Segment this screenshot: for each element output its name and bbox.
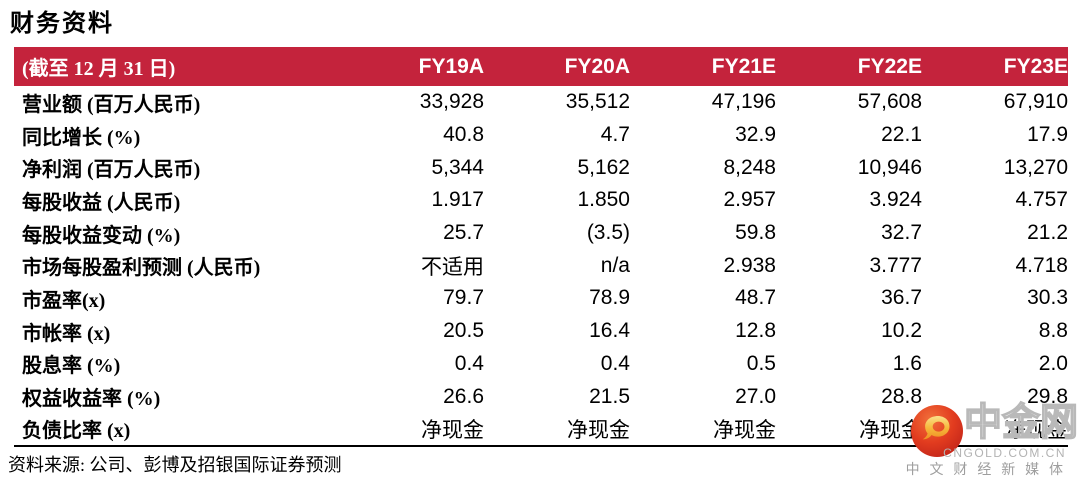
cell-value: 2.0: [1038, 351, 1068, 375]
cell-value: 净现金: [922, 412, 1068, 447]
cell-value: 13,270: [1003, 155, 1068, 179]
cell-value: 25.7: [443, 221, 484, 245]
cell-value: 3.924: [869, 188, 922, 212]
table-row: 股息率 (%) 0.4 0.4 0.5 1.6 2.0: [14, 348, 1068, 381]
cell-value: 21.2: [1027, 221, 1068, 245]
row-label: 同比增长 (%): [22, 126, 141, 149]
cell-value: 5,344: [431, 155, 484, 179]
cell-value: 12.8: [735, 319, 776, 343]
header-col-fy21e: FY21E: [711, 54, 776, 78]
cell-value: 0.4: [454, 351, 484, 375]
row-label: 每股收益 (人民币): [22, 191, 181, 214]
cell-value: 17.9: [1027, 123, 1068, 147]
table-header: (截至 12 月 31 日) FY19A FY20A FY21E FY22E F…: [14, 47, 1068, 86]
cell-value: 28.8: [881, 384, 922, 408]
cell-value: 10,946: [857, 155, 922, 179]
row-label: 每股收益变动 (%): [22, 224, 181, 247]
cell-value: 4.757: [1015, 188, 1068, 212]
cell-value: 20.5: [443, 319, 484, 343]
cell-value: n/a: [600, 253, 630, 277]
row-label: 市帐率 (x): [22, 322, 111, 345]
cell-value: 27.0: [735, 384, 776, 408]
watermark-tagline-text: 中 文 财 经 新 媒 体: [905, 461, 1066, 477]
row-label: 市场每股盈利预测 (人民币): [22, 257, 261, 280]
cell-value: 48.7: [735, 286, 776, 310]
cell-value: 0.4: [600, 351, 630, 375]
source-note: 资料来源: 公司、彭博及招银国际证券预测: [8, 455, 342, 475]
table-row: 净利润 (百万人民币) 5,344 5,162 8,248 10,946 13,270: [14, 151, 1068, 184]
table-row: 负债比率 (x) 净现金 净现金 净现金 净现金 净现金: [14, 412, 1068, 447]
cell-value: 32.9: [735, 123, 776, 147]
table-row: 市盈率(x) 79.7 78.9 48.7 36.7 30.3: [14, 282, 1068, 315]
cell-value: 净现金: [630, 412, 776, 447]
cell-value: 36.7: [881, 286, 922, 310]
row-label: 股息率 (%): [22, 355, 121, 378]
cell-value: 26.6: [443, 384, 484, 408]
table-row: 市场每股盈利预测 (人民币) 不适用 n/a 2.938 3.777 4.718: [14, 249, 1068, 282]
watermark-domain-text: CNGOLD.COM.CN: [943, 446, 1066, 460]
cell-value: 8.8: [1038, 319, 1068, 343]
cell-value: 2.957: [723, 188, 776, 212]
cell-value: 35,512: [565, 90, 630, 114]
cell-value: 5,162: [577, 155, 630, 179]
cell-value: 78.9: [589, 286, 630, 310]
row-label: 负债比率 (x): [14, 412, 338, 447]
cell-value: 净现金: [338, 412, 484, 447]
table-row: 同比增长 (%) 40.8 4.7 32.9 22.1 17.9: [14, 119, 1068, 152]
cell-value: 不适用: [421, 255, 484, 279]
cell-value: 3.777: [869, 253, 922, 277]
cell-value: 8,248: [723, 155, 776, 179]
cell-value: 4.7: [600, 123, 630, 147]
cell-value: 2.938: [723, 253, 776, 277]
cell-value: 30.3: [1027, 286, 1068, 310]
cell-value: 22.1: [881, 123, 922, 147]
table-row: 每股收益变动 (%) 25.7 (3.5) 59.8 32.7 21.2: [14, 217, 1068, 250]
cell-value: 59.8: [735, 221, 776, 245]
table-row: 权益收益率 (%) 26.6 21.5 27.0 28.8 29.8: [14, 380, 1068, 413]
cell-value: 1.917: [431, 188, 484, 212]
cell-value: 29.8: [1027, 384, 1068, 408]
header-col-fy20a: FY20A: [564, 54, 630, 78]
cell-value: 40.8: [443, 123, 484, 147]
cell-value: 0.5: [746, 351, 776, 375]
header-col-fy23e: FY23E: [1003, 54, 1068, 78]
cell-value: 21.5: [589, 384, 630, 408]
row-label: 权益收益率 (%): [22, 388, 161, 411]
table-row: 营业额 (百万人民币) 33,928 35,512 47,196 57,608 67,91…: [14, 86, 1068, 119]
cell-value: 32.7: [881, 221, 922, 245]
header-period-label: (截至 12 月 31 日): [22, 58, 176, 80]
header-col-fy22e: FY22E: [857, 54, 922, 78]
header-col-fy19a: FY19A: [418, 54, 484, 78]
table-row: 市帐率 (x) 20.5 16.4 12.8 10.2 8.8: [14, 315, 1068, 348]
cell-value: 1.850: [577, 188, 630, 212]
cell-value: 57,608: [857, 90, 922, 114]
page-title: 财务资料: [10, 11, 114, 37]
cell-value: 67,910: [1003, 90, 1068, 114]
cell-value: 10.2: [881, 319, 922, 343]
cell-value: 16.4: [589, 319, 630, 343]
header-row: (截至 12 月 31 日) FY19A FY20A FY21E FY22E F…: [14, 47, 1068, 86]
cell-value: 47,196: [711, 90, 776, 114]
cell-value: 79.7: [443, 286, 484, 310]
row-label: 市盈率(x): [22, 289, 106, 312]
financial-table: (截至 12 月 31 日) FY19A FY20A FY21E FY22E F…: [14, 47, 1068, 447]
row-label: 营业额 (百万人民币): [22, 93, 201, 116]
cell-value: (3.5): [586, 221, 630, 245]
cell-value: 33,928: [419, 90, 484, 114]
table-row: 每股收益 (人民币) 1.917 1.850 2.957 3.924 4.757: [14, 184, 1068, 217]
table-body: 营业额 (百万人民币) 33,928 35,512 47,196 57,608 67,91…: [14, 86, 1068, 447]
row-label: 净利润 (百万人民币): [22, 159, 201, 182]
cell-value: 净现金: [484, 412, 630, 447]
cell-value: 净现金: [776, 412, 922, 447]
cell-value: 4.718: [1015, 253, 1068, 277]
cell-value: 1.6: [892, 351, 922, 375]
